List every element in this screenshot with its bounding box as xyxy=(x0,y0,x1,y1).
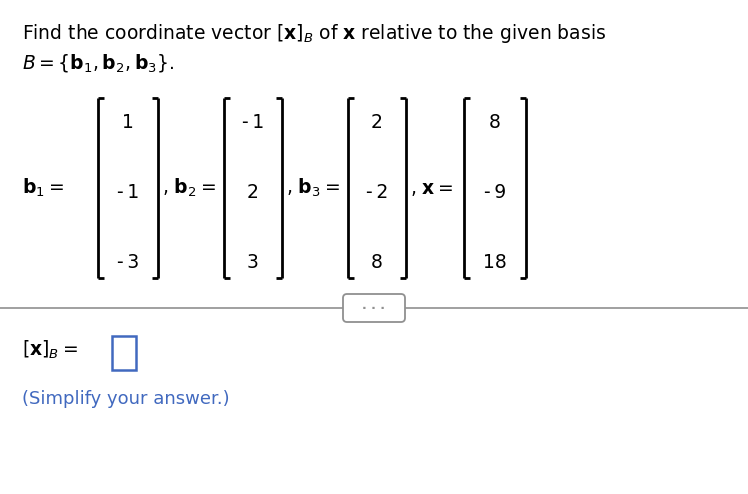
Text: 3: 3 xyxy=(247,253,259,273)
Text: , $\mathbf{b}_3 =$: , $\mathbf{b}_3 =$ xyxy=(286,177,340,199)
Text: · · ·: · · · xyxy=(363,301,385,315)
Text: $[\mathbf{x}]_B =$: $[\mathbf{x}]_B =$ xyxy=(22,339,78,361)
Text: 8: 8 xyxy=(371,253,383,273)
Text: 2: 2 xyxy=(247,183,259,203)
Text: 2: 2 xyxy=(371,114,383,132)
Text: Find the coordinate vector $[\mathbf{x}]_B$ of $\mathbf{x}$ relative to the give: Find the coordinate vector $[\mathbf{x}]… xyxy=(22,22,606,45)
Text: - 9: - 9 xyxy=(484,183,506,203)
FancyBboxPatch shape xyxy=(343,294,405,322)
Text: - 1: - 1 xyxy=(242,114,264,132)
FancyBboxPatch shape xyxy=(112,336,136,370)
Text: (Simplify your answer.): (Simplify your answer.) xyxy=(22,390,230,408)
Text: 18: 18 xyxy=(483,253,507,273)
Text: 8: 8 xyxy=(489,114,501,132)
Text: - 1: - 1 xyxy=(117,183,139,203)
Text: $B = \{\mathbf{b}_1, \mathbf{b}_2, \mathbf{b}_3\}.$: $B = \{\mathbf{b}_1, \mathbf{b}_2, \math… xyxy=(22,52,174,74)
Text: - 3: - 3 xyxy=(117,253,139,273)
Text: , $\mathbf{b}_2 =$: , $\mathbf{b}_2 =$ xyxy=(162,177,216,199)
Text: - 2: - 2 xyxy=(366,183,388,203)
Text: , $\mathbf{x} =$: , $\mathbf{x} =$ xyxy=(410,178,453,198)
Text: 1: 1 xyxy=(122,114,134,132)
Text: $\mathbf{b}_1 =$: $\mathbf{b}_1 =$ xyxy=(22,177,64,199)
